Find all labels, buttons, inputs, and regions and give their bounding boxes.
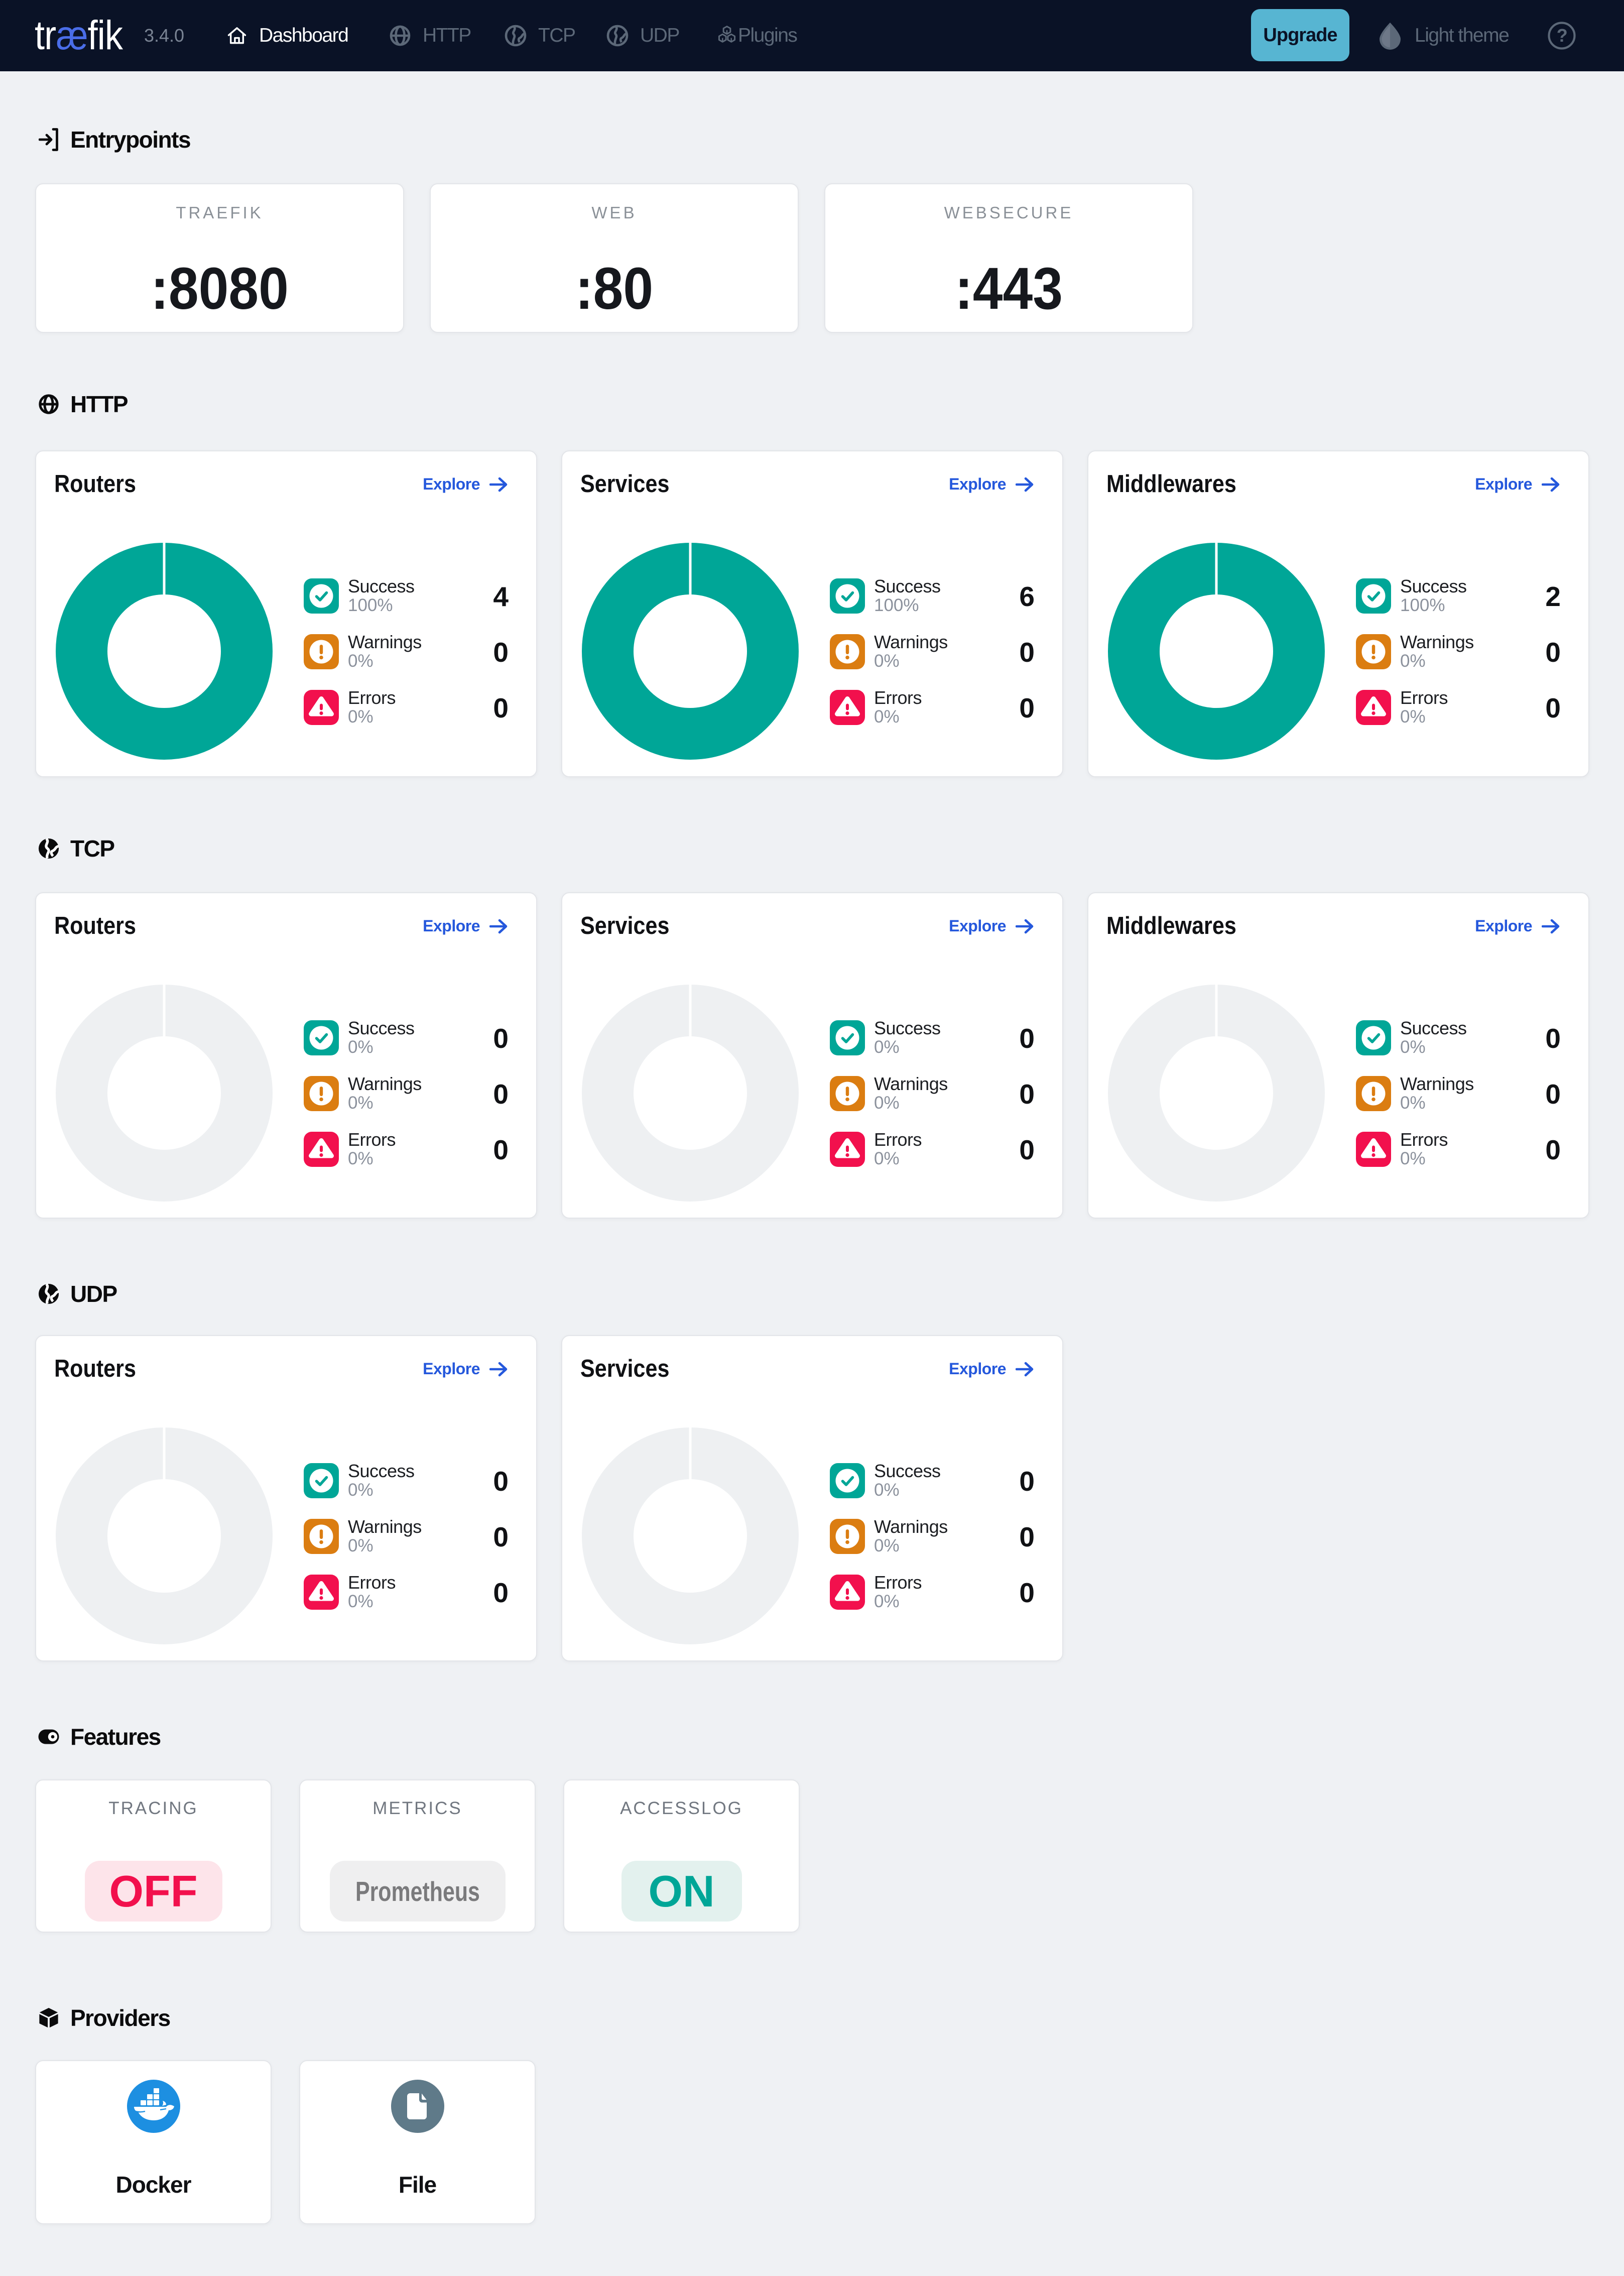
- svg-text:?: ?: [1557, 25, 1567, 46]
